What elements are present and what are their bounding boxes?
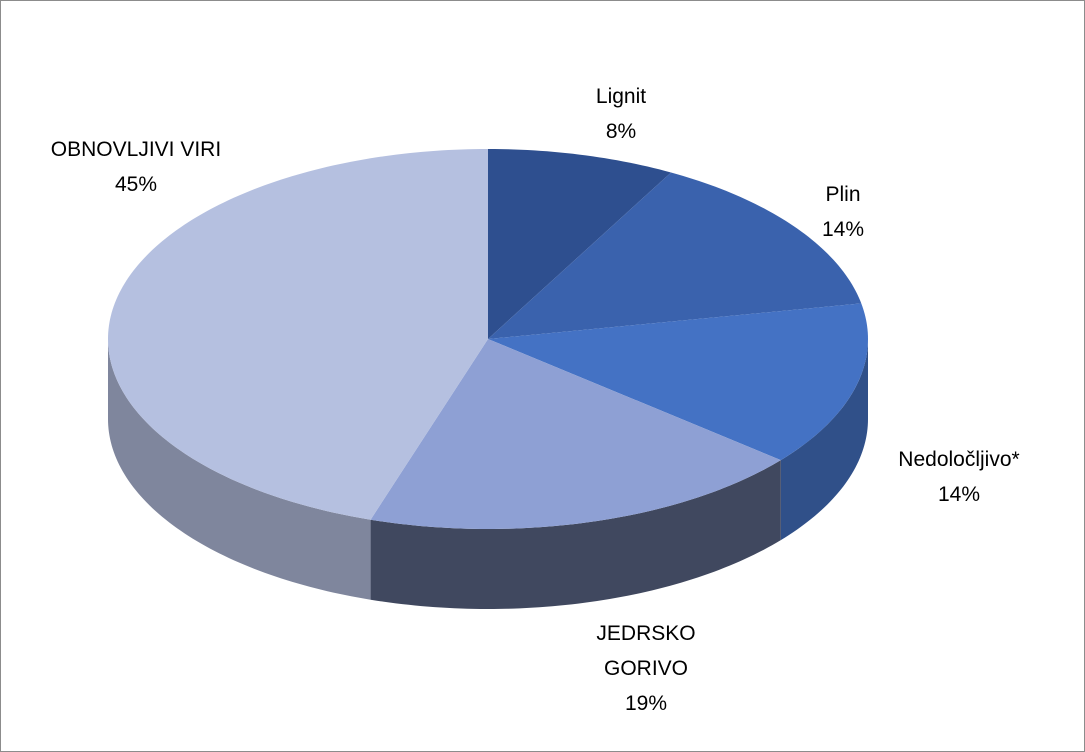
value-label: 14% [937,483,981,506]
slice [488,303,868,461]
slice [488,149,672,339]
slice-side [780,339,868,541]
data-label: Nedoločljivo* 14% [859,442,1059,512]
value-label: 8% [605,120,637,143]
data-label: Plin 14% [753,177,933,247]
slice [370,339,781,529]
category-label: JEDRSKO GORIVO [596,622,696,680]
slice [488,172,862,339]
category-label: Nedoločljivo* [898,448,1020,471]
value-label: 14% [821,218,865,241]
category-label: OBNOVLJIVI VIRI [50,138,222,161]
value-label: 45% [114,173,158,196]
value-label: 19% [624,692,668,715]
data-label: Lignit 8% [531,79,711,149]
data-label: JEDRSKO GORIVO 19% [576,616,716,721]
category-label: Lignit [595,85,647,108]
data-label: OBNOVLJIVI VIRI 45% [26,132,246,202]
slice-side [370,460,781,609]
slice [108,149,488,520]
slice-side [108,339,371,600]
category-label: Plin [825,183,861,206]
